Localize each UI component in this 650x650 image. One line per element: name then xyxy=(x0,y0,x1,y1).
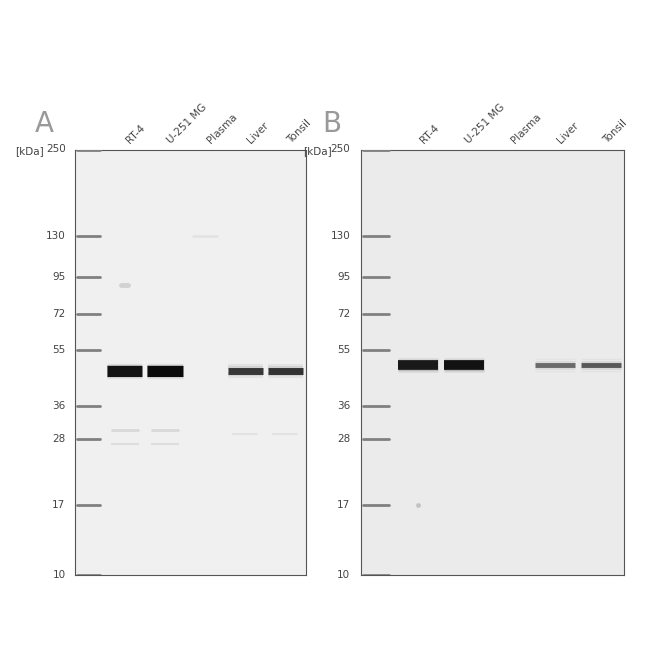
Text: Liver: Liver xyxy=(555,120,580,145)
Text: Tonsil: Tonsil xyxy=(601,118,629,145)
Text: 72: 72 xyxy=(52,309,66,319)
Text: 95: 95 xyxy=(52,272,66,283)
Text: 95: 95 xyxy=(337,272,350,283)
Text: 28: 28 xyxy=(52,434,66,444)
Text: 130: 130 xyxy=(46,231,66,241)
Text: 10: 10 xyxy=(337,570,350,580)
Text: 55: 55 xyxy=(52,344,66,355)
Text: [kDa]: [kDa] xyxy=(303,146,332,156)
Text: RT-4: RT-4 xyxy=(125,123,148,145)
Text: Plasma: Plasma xyxy=(205,112,239,145)
Text: U-251 MG: U-251 MG xyxy=(463,102,507,145)
Text: Tonsil: Tonsil xyxy=(285,118,313,145)
Text: 250: 250 xyxy=(330,144,350,155)
Text: 55: 55 xyxy=(337,344,350,355)
Text: Plasma: Plasma xyxy=(510,112,543,145)
Text: 250: 250 xyxy=(46,144,66,155)
Text: 17: 17 xyxy=(52,500,66,510)
Text: 28: 28 xyxy=(337,434,350,444)
Text: B: B xyxy=(322,109,341,138)
Text: U-251 MG: U-251 MG xyxy=(165,102,209,145)
Text: 10: 10 xyxy=(53,570,66,580)
Text: [kDa]: [kDa] xyxy=(16,146,44,156)
Text: 17: 17 xyxy=(337,500,350,510)
Text: RT-4: RT-4 xyxy=(418,123,441,145)
Text: 36: 36 xyxy=(337,401,350,411)
Text: A: A xyxy=(34,109,54,138)
Text: 72: 72 xyxy=(337,309,350,319)
Text: Liver: Liver xyxy=(245,120,270,145)
Text: 130: 130 xyxy=(330,231,350,241)
Text: 36: 36 xyxy=(52,401,66,411)
